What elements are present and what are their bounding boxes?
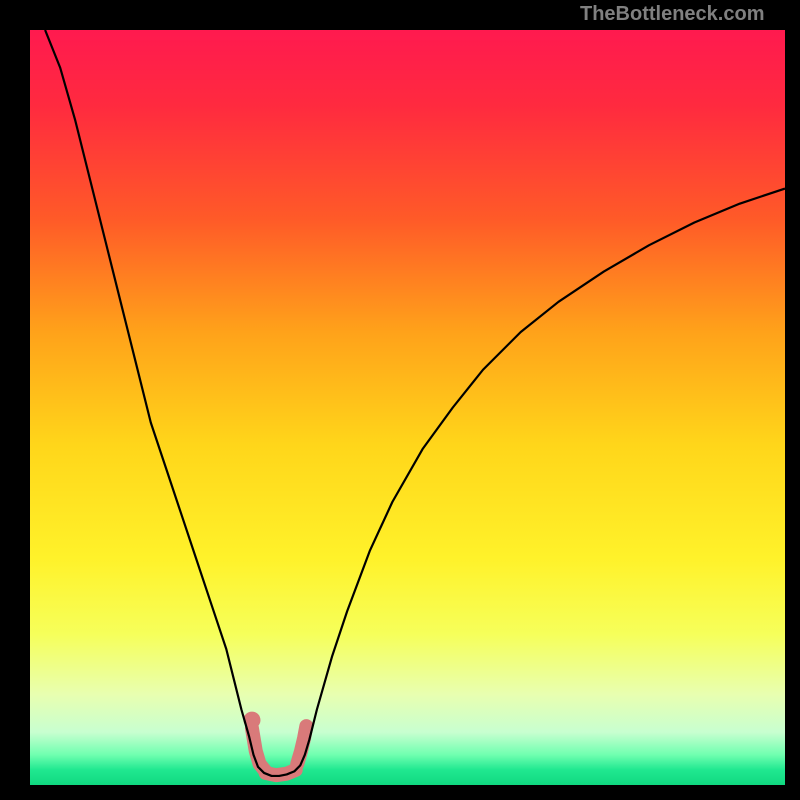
watermark-text: TheBottleneck.com bbox=[580, 3, 764, 26]
gradient-background bbox=[30, 30, 785, 785]
chart-svg bbox=[30, 30, 785, 785]
plot-area bbox=[30, 30, 785, 785]
